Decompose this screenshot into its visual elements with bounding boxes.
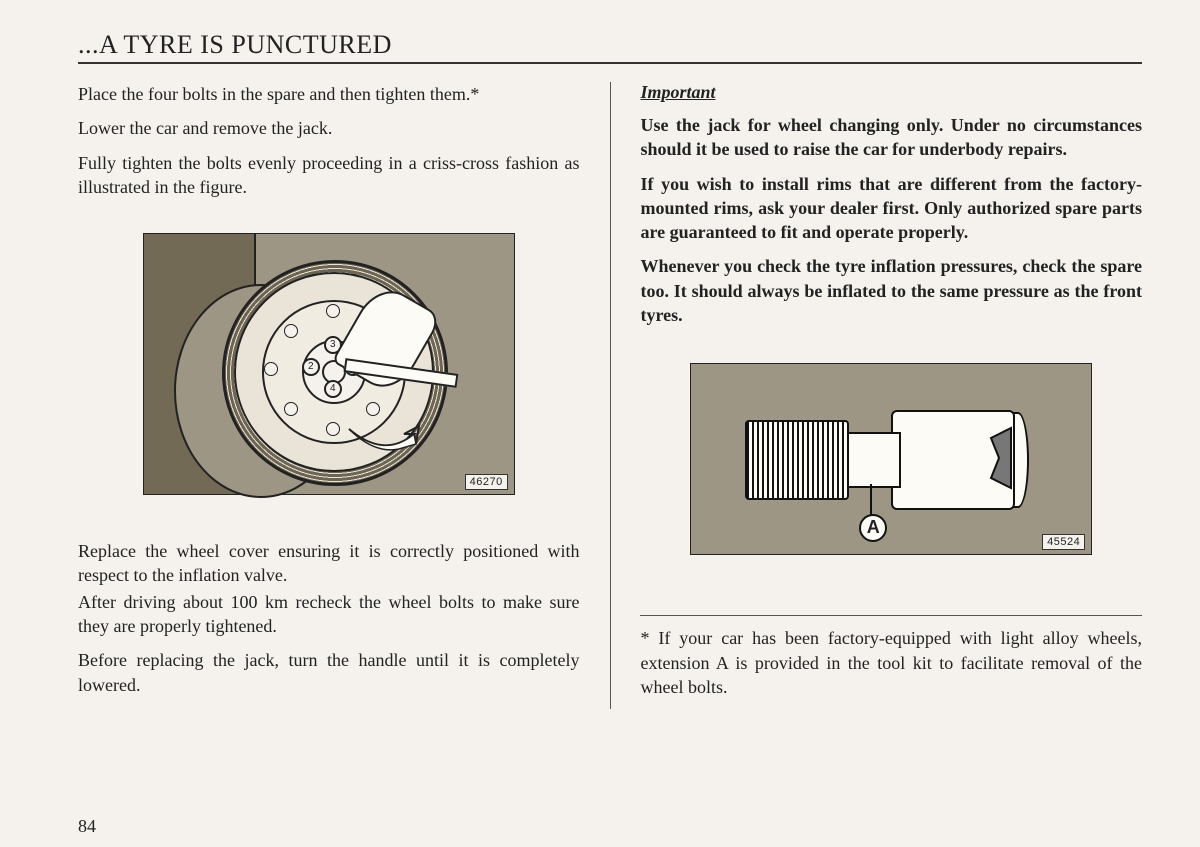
rim-hole <box>326 422 340 436</box>
page-number: 84 <box>78 816 96 837</box>
two-column-layout: Place the four bolts in the spare and th… <box>78 82 1142 709</box>
instruction-paragraph: Replace the wheel cover ensuring it is c… <box>78 539 580 588</box>
figure-id-label: 45524 <box>1042 534 1085 550</box>
rim-hole <box>284 324 298 338</box>
important-paragraph: If you wish to install rims that are dif… <box>640 172 1142 245</box>
rim-hole <box>284 402 298 416</box>
callout-leader-line <box>870 484 872 516</box>
figure-socket-extension: A 45524 <box>690 363 1092 555</box>
rotation-arrow-icon <box>344 424 424 454</box>
footnote-text: * If your car has been factory-equipped … <box>640 626 1142 699</box>
socket-shaft <box>841 432 901 488</box>
instruction-paragraph: After driving about 100 km recheck the w… <box>78 590 580 639</box>
page-title: ...A TYRE IS PUNCTURED <box>78 30 1142 64</box>
callout-label-a: A <box>859 514 887 542</box>
column-divider <box>610 82 611 709</box>
rim-hole <box>366 402 380 416</box>
footnote-rule <box>640 615 1142 616</box>
bolt-4: 4 <box>324 380 342 398</box>
important-heading: Important <box>640 82 1142 103</box>
important-paragraph: Whenever you check the tyre inflation pr… <box>640 254 1142 327</box>
rim-hole <box>264 362 278 376</box>
instruction-paragraph: Lower the car and remove the jack. <box>78 116 580 140</box>
figure-wheel-tightening: 1 2 3 4 46270 <box>143 233 515 495</box>
figure-id-label: 46270 <box>465 474 508 490</box>
socket-knurled-grip <box>745 420 849 500</box>
left-column: Place the four bolts in the spare and th… <box>78 82 580 709</box>
right-column: Important Use the jack for wheel changin… <box>640 82 1142 709</box>
socket-hex-opening <box>987 424 1021 492</box>
rim-hole <box>326 304 340 318</box>
instruction-paragraph: Fully tighten the bolts evenly proceedin… <box>78 151 580 200</box>
important-paragraph: Use the jack for wheel changing only. Un… <box>640 113 1142 162</box>
bolt-2: 2 <box>302 358 320 376</box>
instruction-paragraph: Before replacing the jack, turn the hand… <box>78 648 580 697</box>
instruction-paragraph: Place the four bolts in the spare and th… <box>78 82 580 106</box>
